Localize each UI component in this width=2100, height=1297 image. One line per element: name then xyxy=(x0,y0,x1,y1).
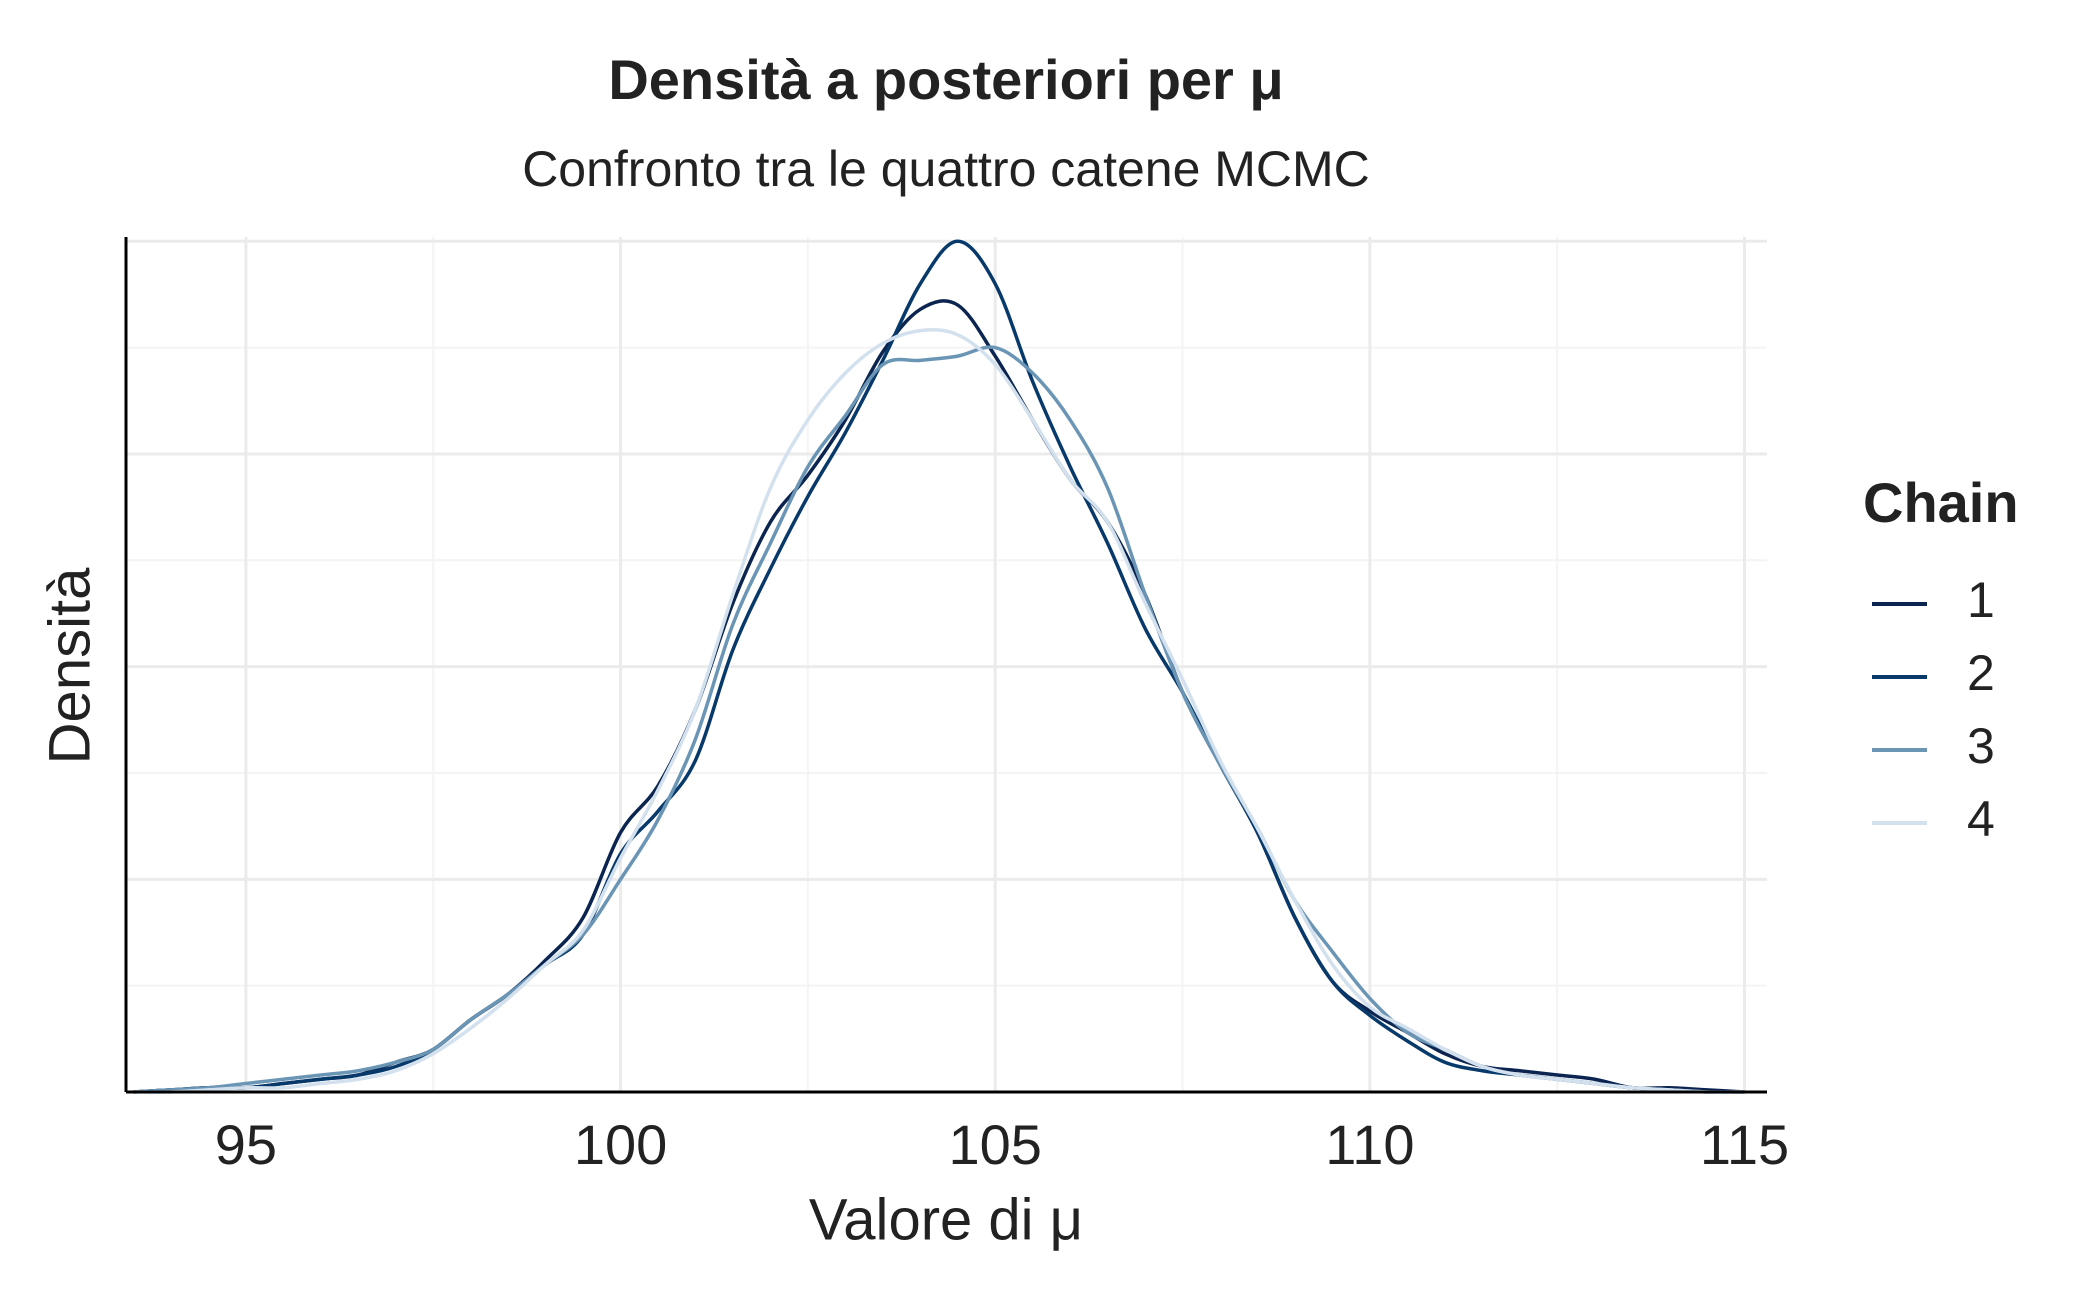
legend-title: Chain xyxy=(1863,471,2019,534)
chart-subtitle: Confronto tra le quattro catene MCMC xyxy=(522,141,1370,197)
x-tick-label: 95 xyxy=(215,1113,277,1176)
x-tick-label: 100 xyxy=(574,1113,667,1176)
legend-label: 1 xyxy=(1967,572,1995,628)
density-line xyxy=(133,328,1745,1094)
legend-label: 2 xyxy=(1967,645,1995,701)
chart-title: Densità a posteriori per μ xyxy=(608,48,1283,111)
y-axis-title: Densità xyxy=(37,567,102,764)
legend-label: 3 xyxy=(1967,718,1995,774)
x-axis-title: Valore di μ xyxy=(809,1187,1083,1252)
legend-label: 4 xyxy=(1967,791,1995,847)
x-tick-label: 105 xyxy=(948,1113,1041,1176)
x-tick-label: 110 xyxy=(1325,1113,1414,1176)
x-tick-label: 115 xyxy=(1700,1113,1789,1176)
density-line xyxy=(133,345,1745,1094)
density-line xyxy=(133,299,1745,1094)
